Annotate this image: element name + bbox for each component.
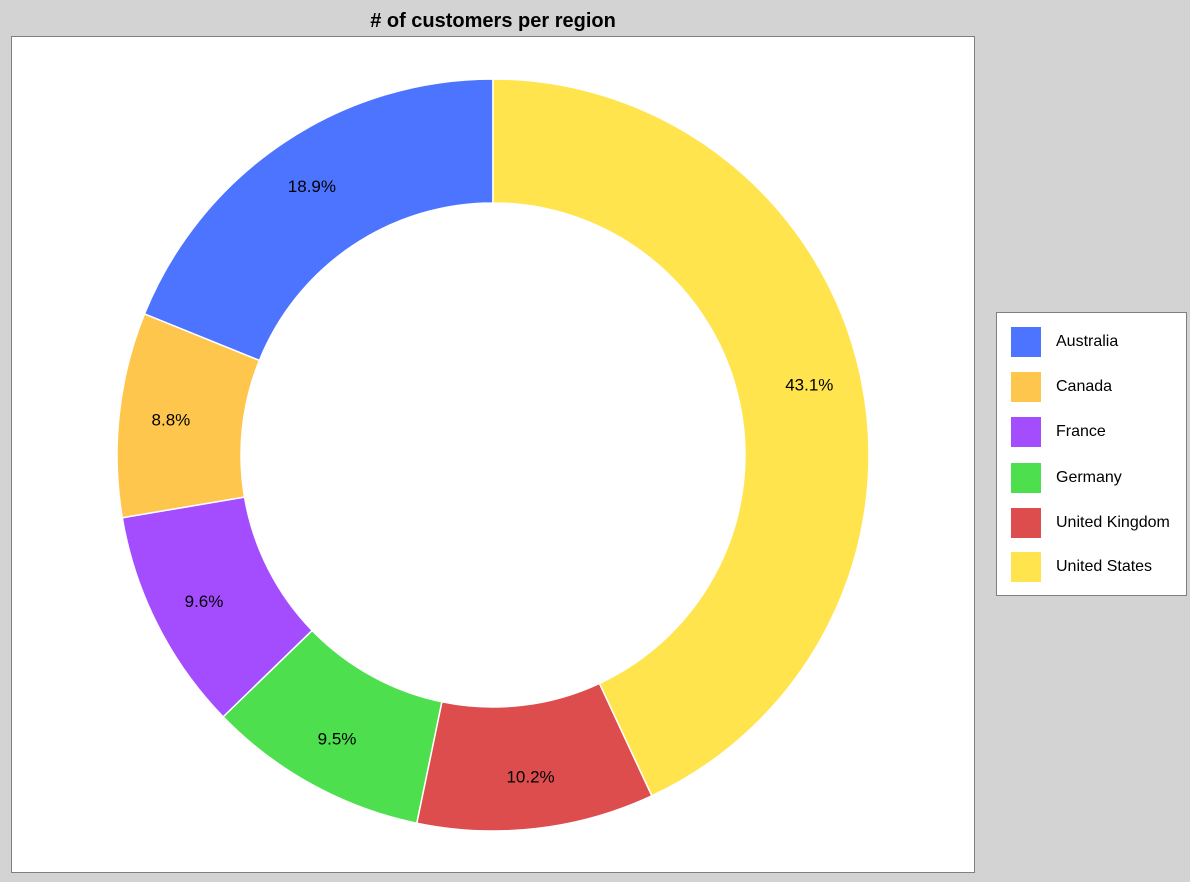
legend-label-germany: Germany bbox=[1056, 469, 1122, 486]
legend-item-united-kingdom: United Kingdom bbox=[1011, 508, 1183, 538]
legend-label-united-states: United States bbox=[1056, 558, 1153, 575]
legend-swatch-australia bbox=[1011, 327, 1041, 357]
legend-label-france: France bbox=[1056, 423, 1106, 440]
legend: Australia Canada France Germany United Kingd… bbox=[996, 312, 1187, 596]
legend-label-canada: Canada bbox=[1056, 378, 1113, 395]
slice-label-united-kingdom: 10.2% bbox=[506, 767, 554, 786]
slice-label-germany: 9.5% bbox=[318, 730, 357, 749]
donut-chart: 18.9% 8.8% 9.6% 9.5% 10.2% 43.1% bbox=[116, 78, 870, 832]
legend-swatch-united-states bbox=[1011, 552, 1041, 582]
legend-swatch-canada bbox=[1011, 372, 1041, 402]
legend-label-australia: Australia bbox=[1056, 333, 1119, 350]
legend-item-united-states: United States bbox=[1011, 552, 1183, 582]
legend-label-united-kingdom: United Kingdom bbox=[1056, 514, 1170, 531]
slice-united-states bbox=[492, 78, 870, 797]
legend-item-germany: Germany bbox=[1011, 463, 1183, 493]
legend-item-australia: Australia bbox=[1011, 327, 1183, 357]
chart-title: # of customers per region bbox=[370, 10, 616, 32]
plot-area: 18.9% 8.8% 9.6% 9.5% 10.2% 43.1% bbox=[11, 36, 975, 873]
legend-swatch-germany bbox=[1011, 463, 1041, 493]
legend-item-canada: Canada bbox=[1011, 372, 1183, 402]
slice-australia bbox=[143, 78, 494, 362]
slice-label-canada: 8.8% bbox=[152, 410, 191, 429]
legend-swatch-united-kingdom bbox=[1011, 508, 1041, 538]
slice-label-united-states: 43.1% bbox=[785, 375, 833, 394]
slice-label-australia: 18.9% bbox=[288, 177, 336, 196]
slice-label-france: 9.6% bbox=[185, 592, 224, 611]
legend-swatch-france bbox=[1011, 417, 1041, 447]
legend-item-france: France bbox=[1011, 417, 1183, 447]
